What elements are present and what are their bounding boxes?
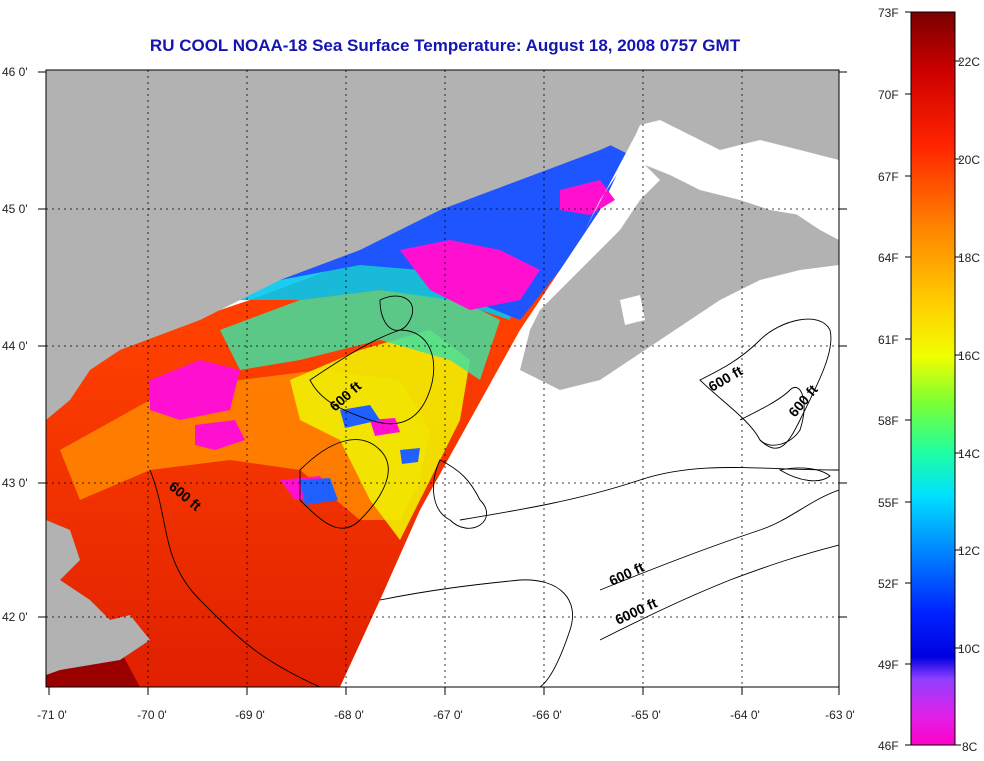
colorbar-f-61: 61F — [878, 333, 899, 347]
sst-green-band — [220, 290, 500, 380]
land-new-england — [46, 70, 636, 420]
colorbar — [910, 11, 956, 746]
lon-label-70: -70 0' — [137, 708, 167, 722]
grid-lines — [46, 70, 839, 687]
lat-label-45: 45 0' — [2, 202, 28, 216]
colorbar-f-73: 73F — [878, 6, 899, 20]
lat-label-46: 46 0' — [2, 65, 28, 79]
colorbar-f-64: 64F — [878, 251, 899, 265]
land-cape-cod — [46, 520, 150, 675]
lon-label-66: -66 0' — [532, 708, 562, 722]
lon-label-71: -71 0' — [37, 708, 67, 722]
lat-label-42: 42 0' — [2, 610, 28, 624]
lon-label-69: -69 0' — [235, 708, 265, 722]
lon-label-64: -64 0' — [730, 708, 760, 722]
sst-blue-speck-2 — [300, 478, 338, 505]
colorbar-f-70: 70F — [878, 88, 899, 102]
colorbar-f-49: 49F — [878, 658, 899, 672]
map-title: RU COOL NOAA-18 Sea Surface Temperature:… — [149, 36, 741, 55]
depth-contours — [149, 295, 839, 687]
colorbar-c-20: 20C — [958, 153, 980, 167]
sst-blue-band — [280, 134, 636, 320]
lat-label-44: 44 0' — [2, 339, 28, 353]
sst-cold-patch-1 — [400, 240, 540, 310]
colorbar-c-14: 14C — [958, 447, 980, 461]
lon-label-65: -65 0' — [631, 708, 661, 722]
sst-cold-patch-4 — [195, 420, 245, 450]
lat-label-43: 43 0' — [2, 476, 28, 490]
lon-label-63: -63 0' — [825, 708, 855, 722]
sst-cold-patch-2 — [560, 180, 615, 215]
colorbar-f-46: 46F — [878, 739, 899, 753]
colorbar-f-52: 52F — [878, 577, 899, 591]
bay-of-fundy — [585, 134, 800, 230]
colorbar-f-58: 58F — [878, 414, 899, 428]
colorbar-c-10: 10C — [958, 642, 980, 656]
axis-ticks — [38, 71, 847, 695]
colorbar-c-22: 22C — [958, 55, 980, 69]
colorbar-c-18: 18C — [958, 251, 980, 265]
colorbar-c-12: 12C — [958, 544, 980, 558]
sst-cold-patch-3 — [150, 360, 240, 420]
land-canada — [520, 70, 839, 390]
colorbar-c-16: 16C — [958, 349, 980, 363]
colorbar-c-8: 8C — [962, 740, 978, 754]
colorbar-f-55: 55F — [878, 496, 899, 510]
sst-blue-speck-3 — [400, 448, 420, 464]
lon-label-68: -68 0' — [334, 708, 364, 722]
nova-scotia-lake — [620, 295, 645, 325]
plot-frame — [45, 69, 840, 688]
lon-label-67: -67 0' — [433, 708, 463, 722]
colorbar-ticks — [905, 11, 961, 746]
colorbar-f-67: 67F — [878, 170, 899, 184]
